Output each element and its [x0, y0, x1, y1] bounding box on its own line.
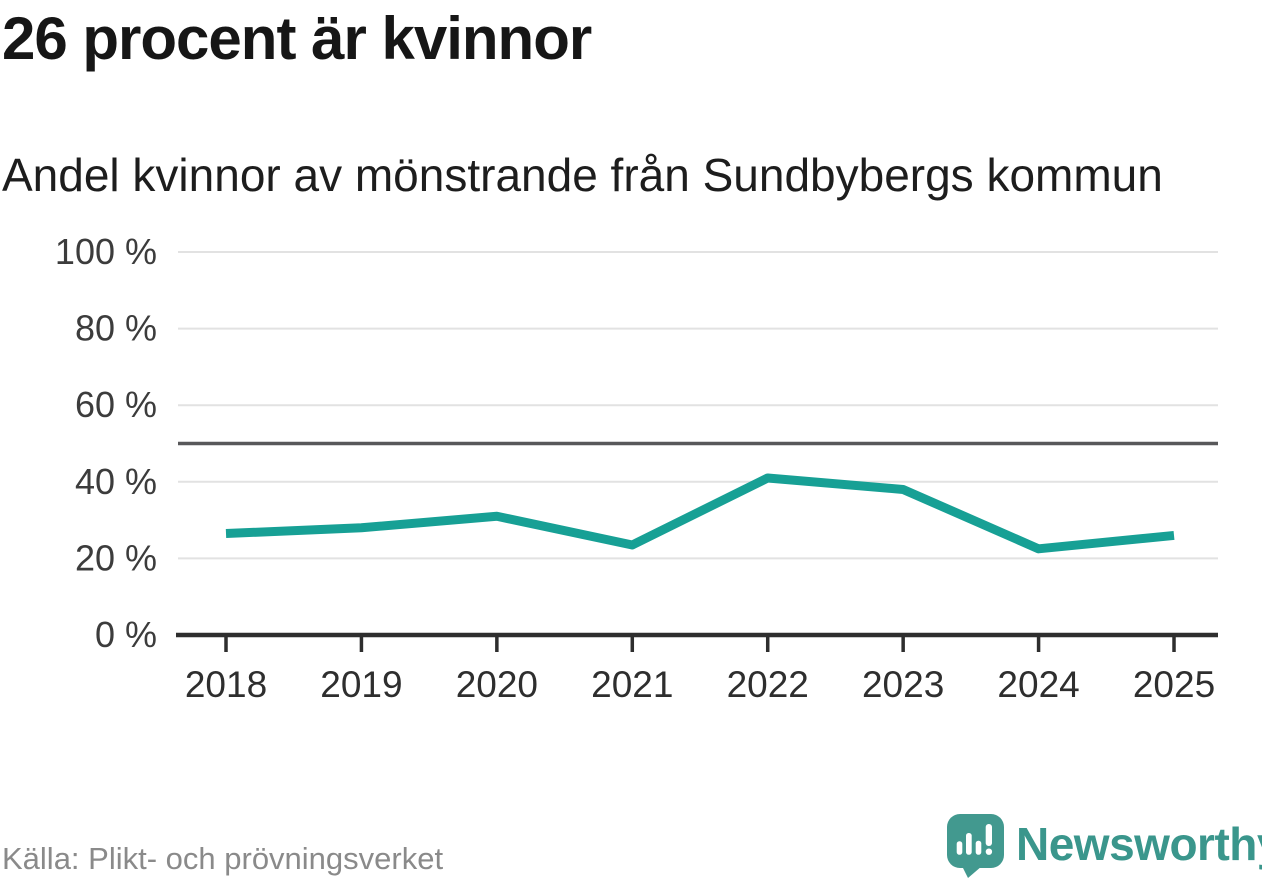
x-tick-label: 2025 [1133, 664, 1215, 705]
source-note: Källa: Plikt- och prövningsverket [2, 841, 444, 876]
x-tick-label: 2018 [185, 664, 267, 705]
x-tick-label: 2020 [456, 664, 538, 705]
y-tick-label: 60 % [75, 384, 157, 425]
y-tick-label: 40 % [75, 461, 157, 502]
newsworthy-logo: Newsworthy [946, 811, 1262, 879]
line-chart: 0 % 20 % 40 % 60 % 80 % 100 % 2018 2019 2020 2021… [55, 231, 1218, 705]
newsworthy-logo-icon [947, 814, 1004, 878]
y-tick-label: 20 % [75, 537, 157, 578]
x-tick-label: 2021 [591, 664, 673, 705]
data-line [225, 473, 1175, 554]
chart-subtitle: Andel kvinnor av mönstrande från Sundbyb… [2, 149, 1163, 201]
chart-title: 26 procent är kvinnor [2, 5, 592, 72]
x-tick-label: 2024 [997, 664, 1079, 705]
x-tick-label: 2022 [727, 664, 809, 705]
y-tick-label: 100 % [55, 231, 157, 272]
x-tick-label: 2023 [862, 664, 944, 705]
x-tick-label: 2019 [320, 664, 402, 705]
y-tick-label: 80 % [75, 308, 157, 349]
brand-name: Newsworthy [1016, 818, 1262, 870]
y-tick-label: 0 % [95, 614, 157, 655]
